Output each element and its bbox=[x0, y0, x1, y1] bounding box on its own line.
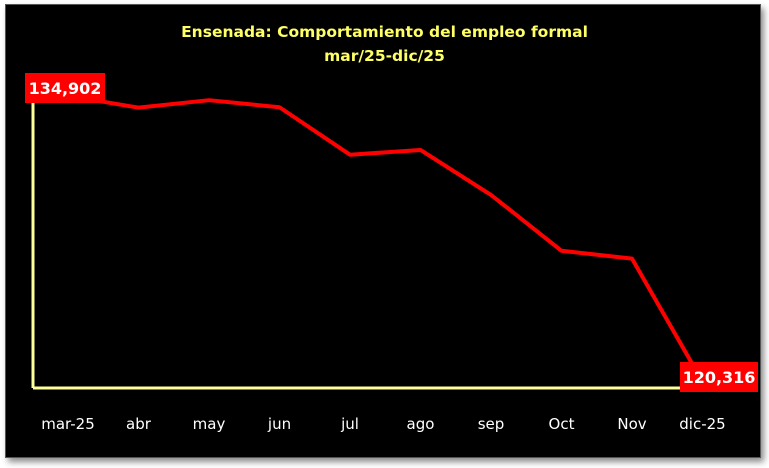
chart-area bbox=[5, 4, 761, 458]
data-label-value: 120,316 bbox=[683, 368, 756, 387]
x-tick-label: may bbox=[193, 415, 226, 433]
x-tick-label: jun bbox=[267, 415, 291, 433]
x-tick-label: Oct bbox=[549, 415, 575, 433]
data-label-value: 134,902 bbox=[29, 79, 102, 98]
chart-title: Ensenada: Comportamiento del empleo form… bbox=[181, 23, 588, 41]
x-tick-label: jul bbox=[340, 415, 359, 433]
data-label-box bbox=[25, 73, 105, 103]
x-tick-labels: mar-25 abr may jun jul ago sep Oct Nov dic-25 bbox=[41, 415, 725, 433]
data-label-box bbox=[680, 362, 758, 392]
x-tick-label: Nov bbox=[617, 415, 646, 433]
data-label: 120,316 bbox=[680, 362, 758, 392]
x-tick-label: ago bbox=[407, 415, 435, 433]
x-tick-label: abr bbox=[126, 415, 152, 433]
axes bbox=[31, 74, 718, 390]
data-label: 134,902 bbox=[25, 73, 105, 103]
data-labels: 134,902 120,316 bbox=[25, 73, 758, 392]
x-tick-label: dic-25 bbox=[679, 415, 725, 433]
x-tick-label: sep bbox=[478, 415, 505, 433]
chart-title-block: Ensenada: Comportamiento del empleo form… bbox=[0, 20, 769, 68]
chart-subtitle: mar/25-dic/25 bbox=[324, 47, 445, 65]
x-tick-label: mar-25 bbox=[41, 415, 95, 433]
series-line-group bbox=[66, 93, 705, 384]
series-line bbox=[66, 93, 705, 384]
